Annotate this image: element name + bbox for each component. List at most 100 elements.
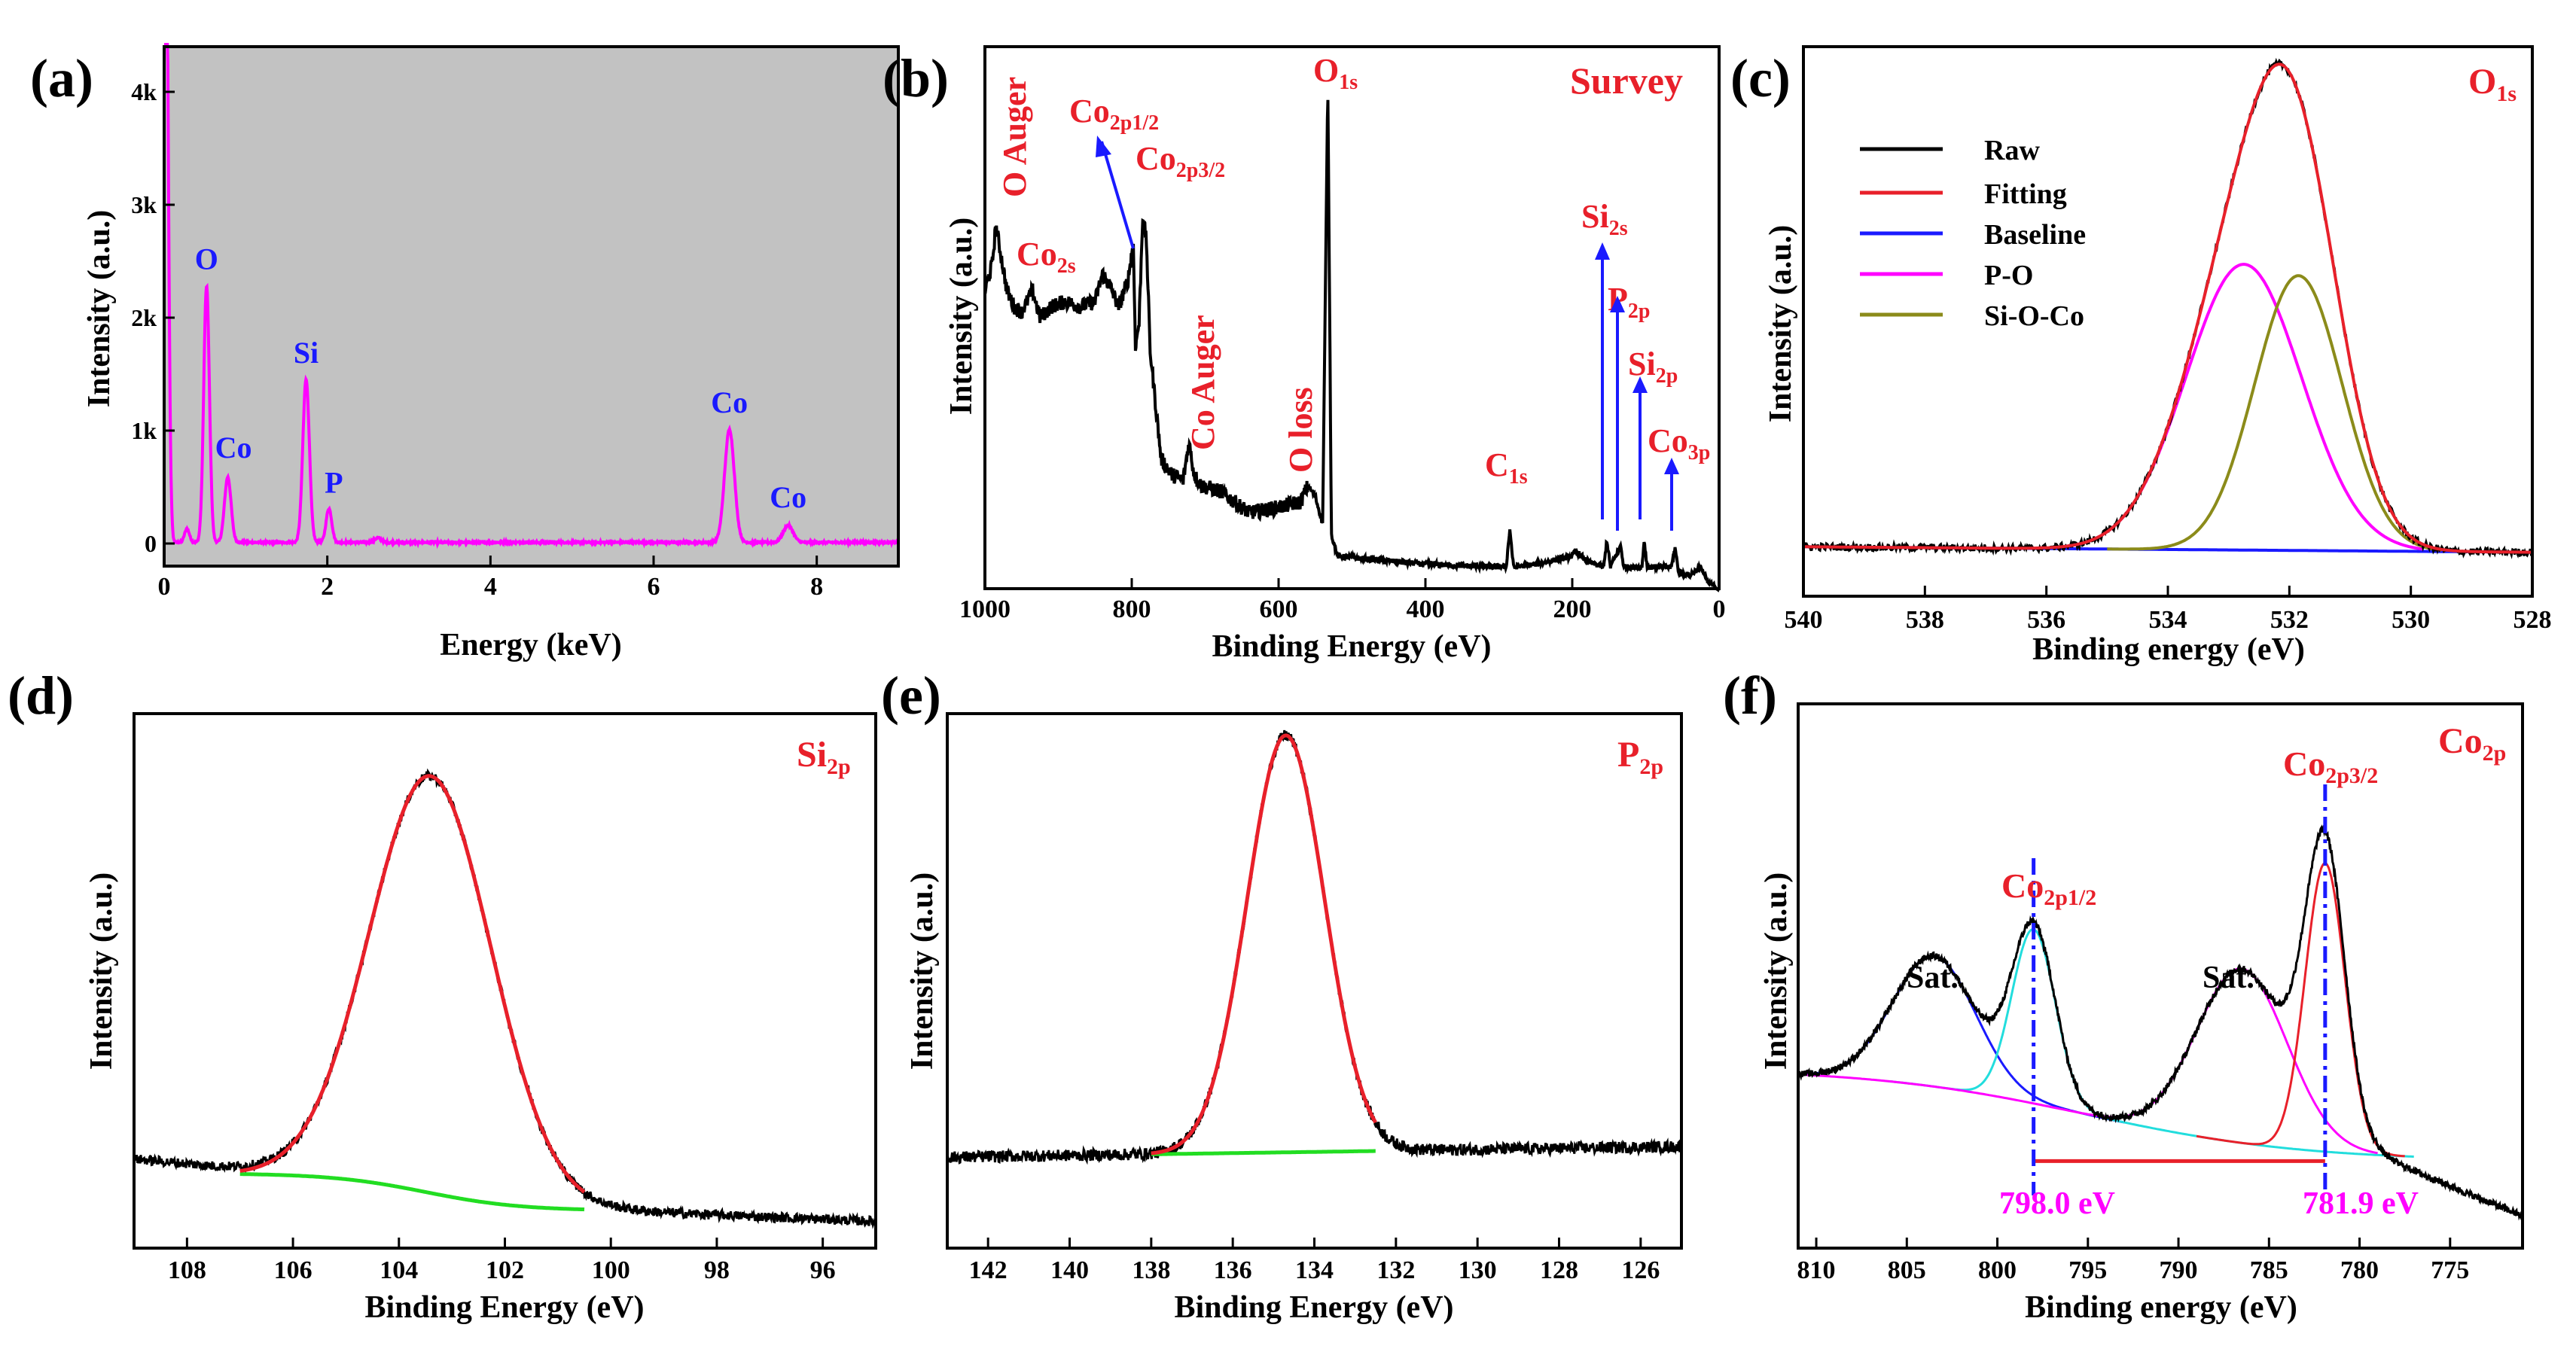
panel-b-co2p32-main: Co [1136, 140, 1176, 177]
panel-e-title-sub: 2p [1639, 754, 1663, 779]
panel-f-x-tick-label: 795 [2068, 1256, 2107, 1284]
panel-f-title-main: Co [2438, 721, 2483, 761]
panel-b-si2s-arrowhead [1595, 242, 1610, 260]
panel-c-x-tick-label: 528 [2514, 606, 2552, 634]
panel-e-raw-data-line [946, 729, 1683, 1165]
panel-c-x-ticks: 540 538 536 534 532 530 528 [1785, 586, 2552, 634]
panel-c-y-axis-label: Intensity (a.u.) [1764, 225, 1798, 423]
panel-e: 142 140 138 136 134 132 130 128 126 (e) Binding … [881, 665, 1683, 1325]
panel-a-element-label: Co [770, 480, 806, 514]
panel-c-x-tick-label: 534 [2149, 606, 2187, 634]
panel-c-si-o-co-component-line [2107, 274, 2442, 552]
panel-a-y-axis-label: Intensity (a.u.) [82, 210, 117, 408]
panel-c-p-o-component-line [2058, 263, 2424, 551]
panel-b-co2s-label: Co2s [1017, 236, 1076, 278]
panel-e-x-tick-label: 136 [1214, 1256, 1252, 1284]
panel-a-x-ticks: 0 2 4 6 8 [158, 556, 823, 601]
panel-f-sat-label-right: Sat. [2203, 961, 2254, 995]
panel-b-co3p-sub: 3p [1688, 441, 1711, 464]
panel-d-x-ticks: 108 106 104 102 100 98 96 [168, 1238, 836, 1284]
panel-d-x-tick-label: 106 [274, 1256, 312, 1284]
panel-b-co2p32-sub: 2p3/2 [1176, 159, 1225, 182]
panel-b-x-tick-label: 400 [1407, 595, 1445, 623]
panel-e-x-tick-label: 140 [1050, 1256, 1089, 1284]
panel-a-y-tick-label: 3k [131, 191, 157, 218]
panel-f-x-tick-label: 775 [2431, 1256, 2469, 1284]
panel-c-legend: Raw Fitting Baseline P-O Si-O-Co [1860, 135, 2086, 332]
legend-raw-label: Raw [1984, 135, 2040, 166]
panel-f-x-tick-label: 790 [2160, 1256, 2198, 1284]
panel-b-co2p-arrow [1100, 141, 1135, 249]
panel-a-x-tick-label: 8 [810, 573, 823, 601]
panel-d: 108 106 104 102 100 98 96 (d) Binding Energy (… [8, 665, 877, 1325]
panel-b-co3p-arrowhead [1664, 458, 1679, 474]
panel-a-element-label: Si [294, 336, 319, 370]
panel-e-label: (e) [881, 665, 941, 726]
panel-a-x-tick-label: 2 [321, 573, 334, 601]
panel-b-si2p-label: Si2p [1628, 346, 1678, 388]
panel-d-title: Si2p [797, 735, 851, 779]
panel-c-x-tick-label: 540 [1785, 606, 1823, 634]
panel-d-fitting-line [239, 774, 586, 1194]
panel-c: 540 538 536 534 532 530 528 (c) Binding energy… [1730, 45, 2552, 667]
panel-e-x-tick-label: 126 [1621, 1256, 1660, 1284]
panel-f-raw-data-line [1797, 824, 2524, 1222]
panel-d-x-tick-label: 98 [704, 1256, 730, 1284]
panel-b-title-survey: Survey [1570, 59, 1683, 102]
panel-a-element-label: O [195, 242, 218, 276]
panel-f-x-tick-label: 780 [2340, 1256, 2379, 1284]
panel-f-title: Co2p [2438, 721, 2506, 766]
panel-a-x-tick-label: 6 [648, 573, 660, 601]
panel-a-y-tick-label: 4k [131, 78, 157, 105]
legend-fitting-label: Fitting [1984, 178, 2067, 210]
panel-a-element-label: P [325, 466, 343, 500]
panel-f-co2p32-label: Co2p3/2 [2283, 745, 2378, 788]
panel-b-co2p32-label: Co2p3/2 [1136, 140, 1225, 182]
panel-b-p2p-label: P2p [1608, 281, 1650, 323]
panel-f-co2p32-component-line [2196, 862, 2405, 1158]
panel-b-co3p-label: Co3p [1648, 422, 1710, 464]
panel-a-x-axis-label: Energy (keV) [440, 628, 621, 662]
panel-f-y-axis-label: Intensity (a.u.) [1759, 872, 1794, 1070]
panel-c-fitting-line [1803, 62, 2532, 554]
panel-b-label: (b) [883, 48, 949, 108]
panel-f-satellite-1-component-line [1798, 955, 2125, 1124]
panel-f-co2p12-sub: 2p1/2 [2044, 885, 2096, 910]
panel-a-y-tick-label: 0 [145, 530, 157, 557]
panel-a: 0 2 4 6 8 0 1k 2k 3k 4k (a) Energy (keV) Intensi… [30, 43, 900, 662]
panel-f-x-tick-label: 785 [2250, 1256, 2288, 1284]
panel-d-x-tick-label: 100 [592, 1256, 630, 1284]
panel-b-co2s-sub: 2s [1057, 254, 1076, 278]
panel-f-co2p12-component-line [1889, 927, 2414, 1158]
panel-e-x-tick-label: 134 [1295, 1256, 1334, 1284]
panel-a-y-ticks: 0 1k 2k 3k 4k [131, 78, 175, 557]
panel-f-title-sub: 2p [2483, 741, 2507, 766]
panel-f-label: (f) [1723, 665, 1777, 726]
panel-e-title: P2p [1617, 735, 1663, 779]
panel-f-x-axis-label: Binding energy (eV) [2025, 1290, 2297, 1325]
panel-b-si2s-sub: 2s [1609, 217, 1628, 240]
panel-c-title-sub: 1s [2496, 81, 2517, 106]
panel-d-y-axis-label: Intensity (a.u.) [84, 872, 119, 1070]
panel-b-co2p12-label: Co2p1/2 [1069, 93, 1159, 135]
panel-b-co2p12-sub: 2p1/2 [1110, 111, 1159, 135]
panel-f-co2p12-main: Co [2001, 866, 2044, 905]
panel-d-background-line [239, 1172, 585, 1212]
panel-b-x-tick-label: 0 [1713, 595, 1726, 623]
panel-a-x-tick-label: 4 [484, 573, 497, 601]
panel-b-o1s-label: O1s [1313, 52, 1358, 94]
panel-c-label: (c) [1730, 48, 1791, 108]
panel-e-fitting-line [1151, 733, 1377, 1156]
panel-a-y-tick-label: 1k [131, 417, 157, 444]
panel-b-x-ticks: 1000 800 600 400 200 0 [959, 578, 1726, 623]
panel-b-si2p-main: Si [1628, 346, 1656, 382]
panel-f-798-ev-label: 798.0 eV [1999, 1186, 2115, 1221]
panel-c-x-tick-label: 532 [2270, 606, 2309, 634]
panel-a-axes-frame [163, 45, 900, 568]
panel-f-x-tick-label: 800 [1978, 1256, 2017, 1284]
panel-d-x-tick-label: 96 [810, 1256, 836, 1284]
panel-b-p2p-arrowhead [1610, 296, 1625, 312]
panel-b-c1s-main: C [1485, 446, 1509, 483]
legend-p-o-label: P-O [1984, 260, 2033, 291]
